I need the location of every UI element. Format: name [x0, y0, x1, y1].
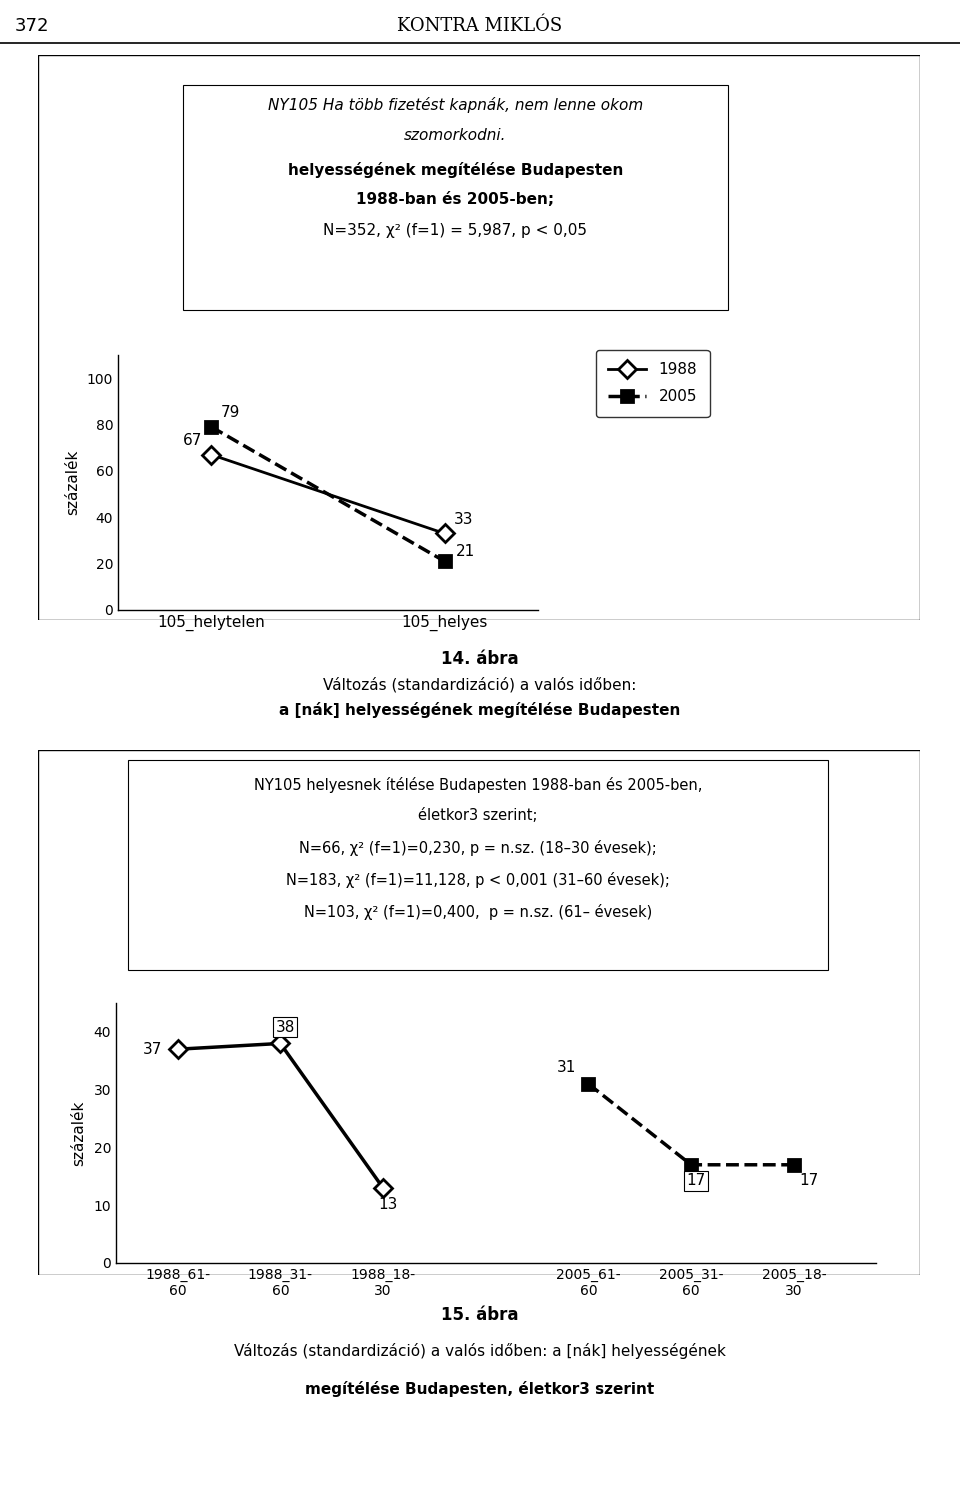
- Text: szomorkodni.: szomorkodni.: [404, 128, 507, 143]
- Text: 17: 17: [686, 1173, 706, 1188]
- Text: Változás (standardizáció) a valós időben: a [nák] helyességének: Változás (standardizáció) a valós időben…: [234, 1343, 726, 1358]
- Text: N=183, χ² (f=1)=11,128, p < 0,001 (31–60 évesek);: N=183, χ² (f=1)=11,128, p < 0,001 (31–60…: [286, 872, 670, 889]
- Text: 21: 21: [456, 544, 475, 559]
- Text: a [nák] helyességének megítélése Budapesten: a [nák] helyességének megítélése Budapes…: [279, 702, 681, 719]
- Text: N=103, χ² (f=1)=0,400,  p = n.sz. (61– évesek): N=103, χ² (f=1)=0,400, p = n.sz. (61– év…: [304, 904, 652, 920]
- Text: N=66, χ² (f=1)=0,230, p = n.sz. (18–30 évesek);: N=66, χ² (f=1)=0,230, p = n.sz. (18–30 é…: [300, 839, 657, 856]
- Text: 14. ábra: 14. ábra: [442, 650, 518, 668]
- Y-axis label: százalék: százalék: [65, 450, 80, 516]
- Text: 31: 31: [557, 1060, 576, 1075]
- Text: KONTRA MIKLÓS: KONTRA MIKLÓS: [397, 16, 563, 34]
- Text: Változás (standardizáció) a valós időben:: Változás (standardizáció) a valós időben…: [324, 677, 636, 692]
- Text: 17: 17: [800, 1173, 819, 1188]
- Text: 37: 37: [143, 1042, 162, 1057]
- Text: 67: 67: [182, 432, 202, 447]
- Bar: [128, 760, 828, 971]
- Text: 372: 372: [15, 16, 50, 34]
- Text: megítélése Budapesten, életkor3 szerint: megítélése Budapesten, életkor3 szerint: [305, 1381, 655, 1397]
- Y-axis label: százalék: százalék: [72, 1100, 86, 1166]
- Text: 13: 13: [378, 1197, 397, 1212]
- Text: NY105 helyesnek ítélése Budapesten 1988-ban és 2005-ben,: NY105 helyesnek ítélése Budapesten 1988-…: [253, 777, 702, 793]
- Text: 1988-ban és 2005-ben;: 1988-ban és 2005-ben;: [356, 192, 555, 207]
- Text: 15. ábra: 15. ábra: [442, 1306, 518, 1324]
- Text: 79: 79: [221, 406, 240, 420]
- Text: 38: 38: [276, 1020, 295, 1035]
- Bar: [183, 85, 728, 310]
- Text: életkor3 szerint;: életkor3 szerint;: [419, 808, 538, 823]
- Text: 33: 33: [454, 511, 473, 526]
- Text: helyességének megítélése Budapesten: helyességének megítélése Budapesten: [288, 163, 623, 177]
- Legend: 1988, 2005: 1988, 2005: [596, 350, 709, 416]
- Text: NY105 Ha több fizetést kapnák, nem lenne okom: NY105 Ha több fizetést kapnák, nem lenne…: [268, 97, 643, 113]
- Text: N=352, χ² (f=1) = 5,987, p < 0,05: N=352, χ² (f=1) = 5,987, p < 0,05: [324, 222, 588, 237]
